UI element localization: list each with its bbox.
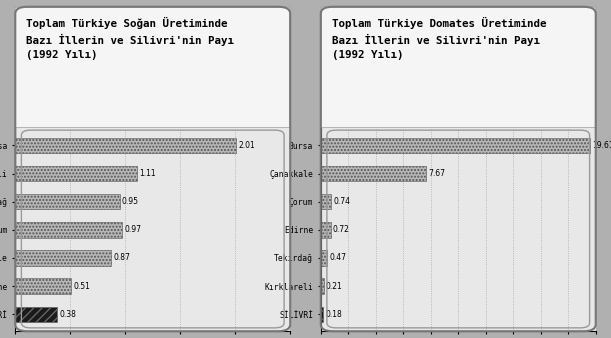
Bar bbox=[15, 250, 111, 266]
Text: 0.74: 0.74 bbox=[333, 197, 350, 206]
Text: Toplam Türkiye Soğan Üretiminde
Bazı İllerin ve Silivri'nin Payı
(1992 Yılı): Toplam Türkiye Soğan Üretiminde Bazı İll… bbox=[26, 17, 234, 59]
Bar bbox=[321, 222, 331, 238]
Bar bbox=[15, 138, 236, 153]
Text: 0.95: 0.95 bbox=[122, 197, 139, 206]
Bar bbox=[15, 222, 122, 238]
Bar bbox=[15, 166, 137, 181]
Text: 0.38: 0.38 bbox=[59, 310, 76, 319]
Text: 1.11: 1.11 bbox=[139, 169, 156, 178]
Text: 0.97: 0.97 bbox=[124, 225, 141, 234]
Bar bbox=[321, 279, 324, 294]
Bar bbox=[321, 138, 590, 153]
Text: 0.47: 0.47 bbox=[329, 254, 346, 263]
Text: 19.61: 19.61 bbox=[593, 141, 611, 150]
Bar bbox=[15, 279, 71, 294]
Bar bbox=[321, 194, 331, 210]
Text: 0.72: 0.72 bbox=[333, 225, 349, 234]
Text: Toplam Türkiye Domates Üretiminde
Bazı İllerin ve Silivri'nin Payı
(1992 Yılı): Toplam Türkiye Domates Üretiminde Bazı İ… bbox=[332, 17, 546, 59]
Bar bbox=[321, 166, 426, 181]
Text: 0.21: 0.21 bbox=[326, 282, 343, 291]
Bar bbox=[321, 250, 327, 266]
Text: 0.87: 0.87 bbox=[113, 254, 130, 263]
Text: 0.51: 0.51 bbox=[73, 282, 90, 291]
Text: 7.67: 7.67 bbox=[428, 169, 445, 178]
Bar bbox=[321, 307, 323, 322]
Text: 0.18: 0.18 bbox=[326, 310, 342, 319]
Text: 2.01: 2.01 bbox=[238, 141, 255, 150]
Bar bbox=[15, 194, 120, 210]
Bar bbox=[15, 307, 57, 322]
